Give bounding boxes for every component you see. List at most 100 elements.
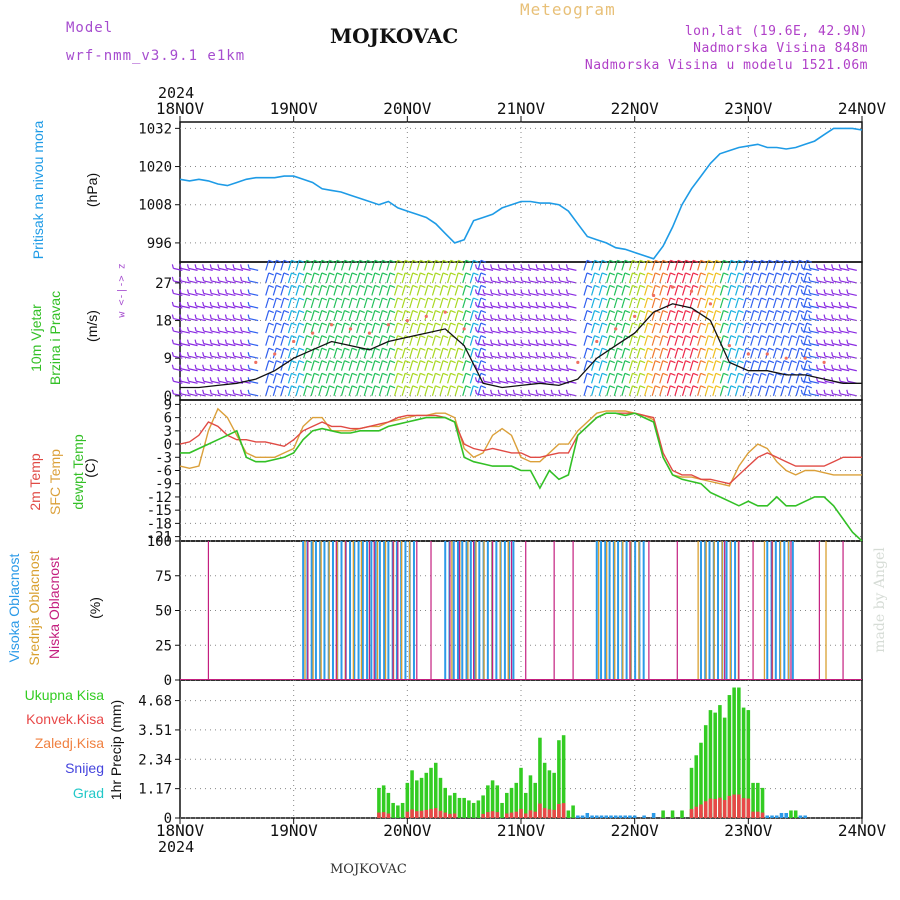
- wind-barb: [356, 335, 361, 346]
- wind-barb-flag: [800, 314, 803, 319]
- precip-bar-max: [727, 695, 732, 818]
- wind-barb: [606, 335, 611, 346]
- precip-bar: [585, 812, 590, 818]
- wind-barb-flag: [624, 284, 631, 289]
- wind-barb-flag: [745, 297, 752, 301]
- wind-barb-flag: [298, 385, 305, 389]
- wind-gust-dot: [254, 360, 258, 364]
- temp-ytick-label: -6: [155, 464, 172, 480]
- wind-barb: [780, 260, 785, 271]
- wind-barb-flag: [480, 372, 487, 376]
- wind-barb: [226, 343, 236, 347]
- wind-barb: [340, 272, 346, 284]
- wind-barb-flag: [247, 314, 250, 319]
- wind-barb: [567, 317, 577, 322]
- wind-barb: [765, 373, 770, 384]
- wind-barb-flag: [815, 364, 819, 369]
- wind-barb-flag: [336, 272, 343, 276]
- wind-barb-flag: [298, 322, 305, 326]
- wind-barb-flag: [823, 364, 826, 369]
- wind-barb: [590, 322, 596, 334]
- wind-barb: [644, 360, 649, 371]
- wind-barb: [659, 322, 664, 334]
- wind-barb-flag: [654, 284, 661, 289]
- wind-barb-flag: [808, 301, 811, 307]
- wind-barb-flag: [344, 322, 350, 326]
- wind-barb-flag: [639, 259, 646, 263]
- wind-barb-flag: [291, 322, 297, 326]
- wind-barb: [628, 285, 634, 296]
- wind-barb-flag: [753, 259, 759, 263]
- wind-barb-flag: [594, 372, 600, 376]
- wind-barb: [780, 272, 785, 284]
- wind-barb: [514, 393, 524, 397]
- wind-barb-flag: [482, 276, 485, 282]
- wind-barb-flag: [846, 314, 849, 319]
- wind-barb-flag: [336, 372, 343, 376]
- wind-barb-flag: [520, 377, 523, 382]
- wind-barb-flag: [344, 309, 350, 314]
- precip-bar-max: [751, 782, 755, 818]
- wind-barb: [454, 322, 459, 334]
- wind-barb: [287, 297, 293, 309]
- wind-barb-flag: [298, 372, 305, 376]
- wind-barb-flag: [815, 289, 819, 294]
- precip-bar-conv: [410, 809, 414, 818]
- wind-barb-flag: [224, 352, 227, 357]
- wind-barb-flag: [404, 347, 411, 351]
- wind-barb-flag: [768, 272, 775, 276]
- wind-barb-flag: [520, 326, 523, 332]
- wind-barb: [195, 292, 206, 297]
- wind-barb-flag: [586, 272, 593, 276]
- wind-barb: [439, 373, 444, 384]
- wind-barb-flag: [838, 276, 841, 282]
- wind-barb-flag: [783, 272, 790, 276]
- wind-barb-flag: [344, 347, 350, 351]
- wind-barb: [651, 360, 656, 371]
- wind-barb: [712, 285, 717, 296]
- wind-barb-flag: [397, 335, 403, 339]
- wind-barb: [303, 322, 308, 334]
- wind-barb: [318, 310, 323, 321]
- wind-barb: [378, 348, 383, 359]
- wind-barb: [476, 393, 486, 397]
- wind-barb: [409, 385, 414, 396]
- wind-barb: [559, 267, 569, 271]
- wind-barb-flag: [558, 364, 561, 369]
- wind-barb-flag: [217, 326, 220, 332]
- wind-barb-flag: [427, 385, 434, 389]
- wind-barb-flag: [738, 272, 744, 276]
- wind-barb: [802, 280, 812, 284]
- wind-barb: [195, 393, 206, 397]
- wind-barb-flag: [298, 347, 305, 351]
- wind-barb: [173, 330, 183, 334]
- wind-barb-flag: [677, 322, 684, 326]
- precip-bar: [424, 772, 429, 818]
- wind-barb: [431, 385, 437, 396]
- wind-barb: [750, 322, 755, 334]
- temp-ytick-label: -12: [147, 490, 172, 506]
- wind-barb-flag: [232, 301, 235, 307]
- wind-barb-flag: [404, 284, 411, 289]
- precip-bar-max: [756, 782, 760, 818]
- wind-barb-flag: [306, 272, 312, 276]
- wind-barb-flag: [647, 385, 653, 389]
- wind-barb: [280, 385, 285, 396]
- wind-barb-flag: [586, 385, 593, 389]
- wind-barb: [628, 348, 634, 359]
- wind-barb: [462, 385, 467, 396]
- wind-barb: [409, 373, 414, 384]
- wind-barb: [454, 373, 459, 384]
- wind-barb: [529, 330, 539, 334]
- wind-barb-flag: [700, 322, 706, 326]
- wind-barb: [333, 272, 338, 284]
- wind-barb-flag: [389, 272, 396, 276]
- cloud-ytick-label: 50: [155, 604, 172, 620]
- wind-barb: [544, 292, 554, 297]
- wind-barb-flag: [846, 301, 849, 307]
- wind-barb: [249, 317, 259, 322]
- wind-barb-flag: [239, 389, 243, 394]
- wind-barb: [712, 348, 717, 359]
- wind-barb-flag: [420, 284, 426, 289]
- wind-barb-flag: [565, 377, 568, 382]
